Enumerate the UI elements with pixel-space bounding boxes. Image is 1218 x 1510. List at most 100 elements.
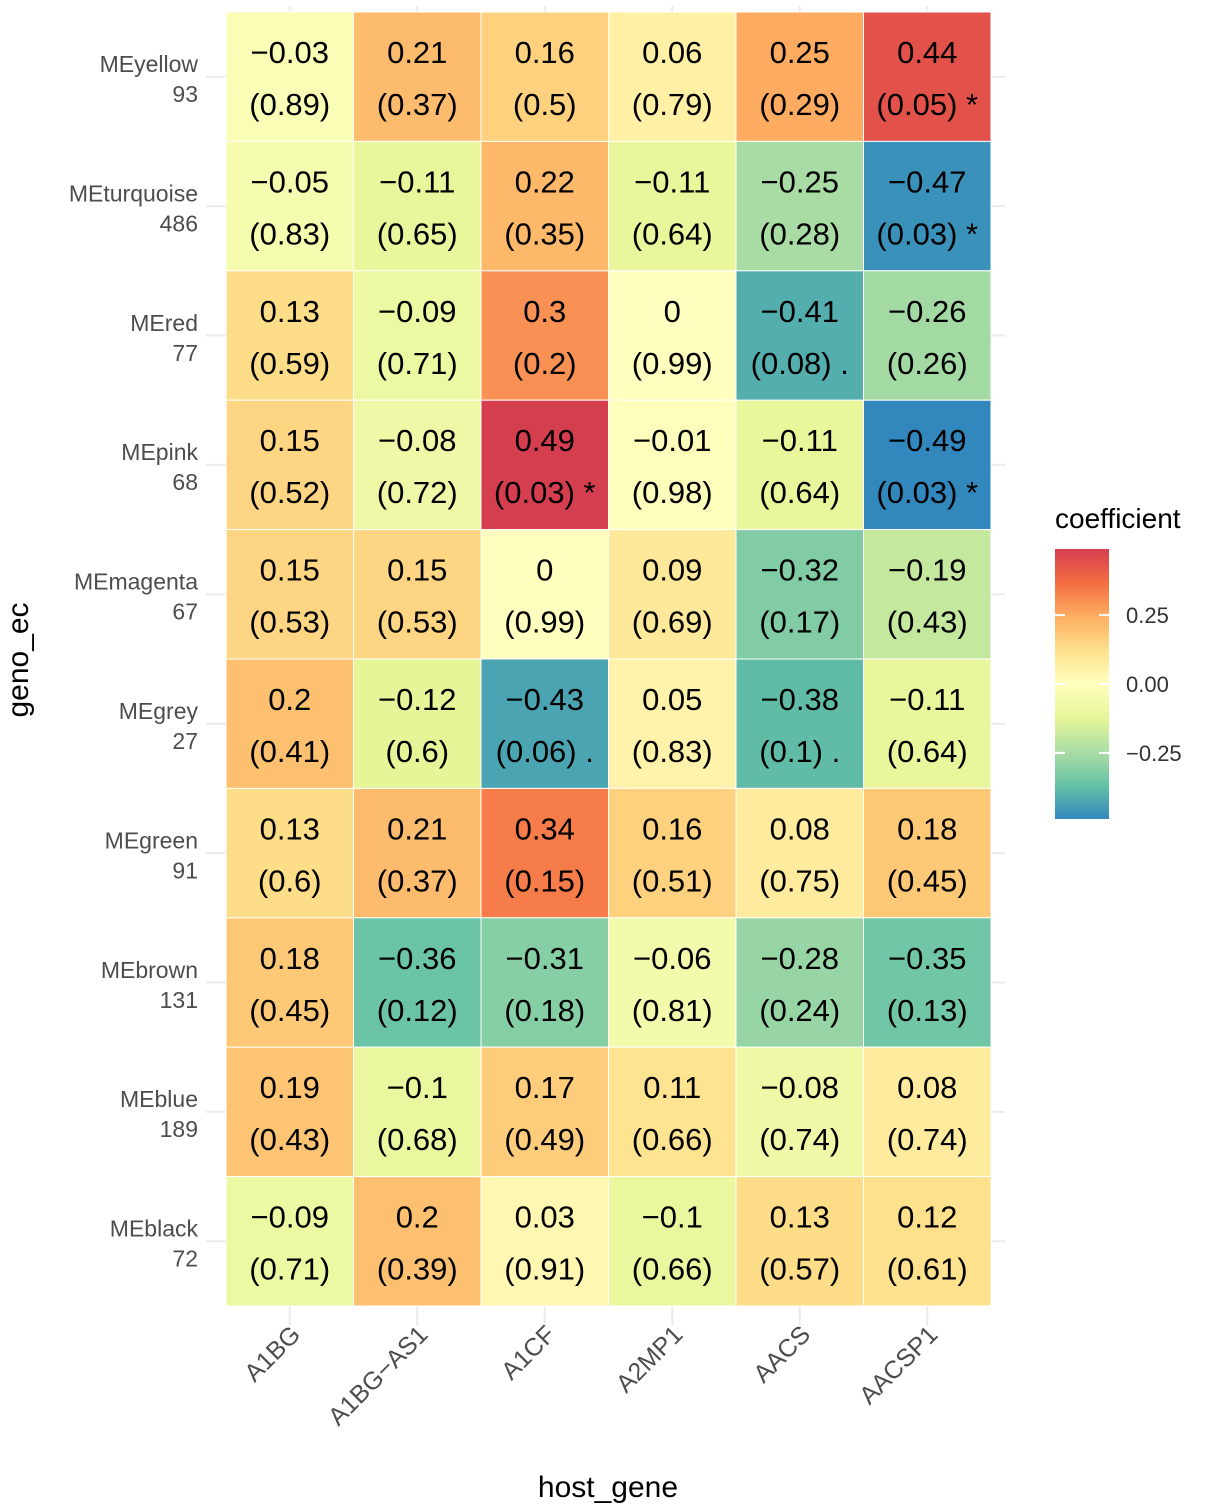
heatmap-cell: −0.28 (0.24) xyxy=(735,917,864,1048)
heatmap-cell-fill xyxy=(225,917,354,1048)
cell-pvalue-label: (0.74) xyxy=(887,1122,968,1157)
heatmap-cell: 0.08 (0.74) xyxy=(863,1046,992,1178)
heatmap-cell: −0.43 (0.06) . xyxy=(480,658,609,789)
cell-pvalue-label: (0.64) xyxy=(632,216,713,251)
heatmap-cell-fill xyxy=(608,787,737,919)
heatmap-cell-fill xyxy=(863,399,992,531)
x-tick-label: AACS xyxy=(748,1320,816,1388)
cell-coefficient-label: 0.17 xyxy=(515,1070,575,1105)
y-tick-label-name: MEyellow xyxy=(100,51,199,77)
y-tick-label-count: 27 xyxy=(172,728,198,754)
cell-pvalue-label: (0.83) xyxy=(249,216,330,251)
heatmap-cell: 0.18 (0.45) xyxy=(225,917,354,1048)
heatmap-cell-fill xyxy=(353,1046,482,1178)
heatmap-cell: −0.19 (0.43) xyxy=(863,529,992,660)
heatmap-cell-fill xyxy=(353,399,482,531)
heatmap-cell-fill xyxy=(480,399,609,531)
cell-pvalue-label: (0.71) xyxy=(377,346,458,381)
heatmap-cell: 0.2 (0.39) xyxy=(353,1176,482,1307)
heatmap-cell-fill xyxy=(735,787,864,919)
color-legend: coefficient 0.25 0.00 −0.25 xyxy=(1055,503,1182,819)
heatmap-cell: −0.01 (0.98) xyxy=(608,399,737,531)
heatmap-cell-fill xyxy=(225,11,354,142)
cell-coefficient-label: 0.13 xyxy=(260,811,320,846)
heatmap-cell-fill xyxy=(225,270,354,401)
cell-coefficient-label: −0.11 xyxy=(634,164,710,199)
y-tick-label-count: 77 xyxy=(172,340,198,366)
y-tick-label-count: 486 xyxy=(160,210,198,236)
cell-coefficient-label: −0.1 xyxy=(642,1200,703,1235)
heatmap-cell-fill xyxy=(608,11,737,142)
heatmap-cell-fill xyxy=(863,270,992,401)
heatmap-cell: 0.13 (0.59) xyxy=(225,270,354,401)
cell-coefficient-label: −0.11 xyxy=(379,164,455,199)
heatmap-cell: −0.09 (0.71) xyxy=(353,270,482,401)
cell-coefficient-label: −0.25 xyxy=(761,164,839,199)
heatmap-cell-fill xyxy=(608,529,737,660)
heatmap-cell: 0.15 (0.53) xyxy=(353,529,482,660)
heatmap-cell-fill xyxy=(480,917,609,1048)
heatmap-cell: 0.13 (0.57) xyxy=(735,1176,864,1307)
cell-coefficient-label: 0.15 xyxy=(387,553,447,588)
heatmap-cell-fill xyxy=(608,1046,737,1178)
y-axis-title: geno_ec xyxy=(2,602,35,717)
heatmap-cell: −0.12 (0.6) xyxy=(353,658,482,789)
y-tick-label-name: MEblack xyxy=(110,1216,199,1242)
cell-pvalue-label: (0.51) xyxy=(632,863,713,898)
cell-pvalue-label: (0.15) xyxy=(504,863,585,898)
cell-coefficient-label: 0.09 xyxy=(642,553,702,588)
heatmap-cell: −0.11 (0.64) xyxy=(863,658,992,789)
cell-coefficient-label: 0.3 xyxy=(523,294,566,329)
heatmap-cell-fill xyxy=(735,658,864,789)
heatmap-cell: 0.21 (0.37) xyxy=(353,11,482,142)
heatmap-cell-fill xyxy=(480,140,609,272)
legend-tick-label: 0.25 xyxy=(1126,603,1169,628)
y-tick-label-name: MEblue xyxy=(120,1086,198,1112)
heatmap-cell: −0.38 (0.1) . xyxy=(735,658,864,789)
cell-pvalue-label: (0.28) xyxy=(759,216,840,251)
cell-pvalue-label: (0.64) xyxy=(759,475,840,510)
y-tick-label-count: 91 xyxy=(172,857,198,883)
cell-coefficient-label: −0.1 xyxy=(387,1070,448,1105)
heatmap-cell: 0 (0.99) xyxy=(480,529,609,660)
cell-pvalue-label: (0.6) xyxy=(385,734,449,769)
heatmap-cell: −0.41 (0.08) . xyxy=(735,270,864,401)
cell-pvalue-label: (0.71) xyxy=(249,1252,330,1287)
heatmap-cell-fill xyxy=(480,1046,609,1178)
heatmap-cell-fill xyxy=(480,529,609,660)
cell-coefficient-label: 0.11 xyxy=(643,1070,701,1105)
cell-pvalue-label: (0.5) xyxy=(513,87,577,122)
cell-pvalue-label: (0.59) xyxy=(249,346,330,381)
cell-pvalue-label: (0.37) xyxy=(377,863,458,898)
heatmap-cell: 0.34 (0.15) xyxy=(480,787,609,919)
cell-coefficient-label: 0.05 xyxy=(642,682,702,717)
cell-pvalue-label: (0.81) xyxy=(632,993,713,1028)
heatmap-cell: 0.17 (0.49) xyxy=(480,1046,609,1178)
cell-pvalue-label: (0.2) xyxy=(513,346,577,381)
cell-coefficient-label: 0.06 xyxy=(642,35,702,70)
cell-coefficient-label: −0.08 xyxy=(761,1070,839,1105)
cell-coefficient-label: −0.28 xyxy=(761,941,839,976)
cell-pvalue-label: (0.61) xyxy=(887,1252,968,1287)
heatmap-cell: 0.44 (0.05) * xyxy=(863,11,992,142)
cell-pvalue-label: (0.57) xyxy=(759,1252,840,1287)
cell-coefficient-label: −0.43 xyxy=(506,682,584,717)
y-tick-label-name: MEgreen xyxy=(105,827,198,853)
heatmap-cell-fill xyxy=(353,1176,482,1307)
heatmap-cell-fill xyxy=(735,140,864,272)
heatmap-cell: 0.12 (0.61) xyxy=(863,1176,992,1307)
y-tick-label-count: 68 xyxy=(172,469,198,495)
y-tick-label-name: MEpink xyxy=(121,439,198,465)
heatmap-cell: 0.08 (0.75) xyxy=(735,787,864,919)
cell-coefficient-label: 0.16 xyxy=(642,811,702,846)
heatmap-cell: 0.16 (0.5) xyxy=(480,11,609,142)
heatmap-cell: −0.47 (0.03) * xyxy=(863,140,992,272)
x-tick-label: A1BG xyxy=(239,1320,306,1387)
heatmap-cell: 0.25 (0.29) xyxy=(735,11,864,142)
cell-pvalue-label: (0.03) * xyxy=(494,475,596,510)
heatmap-cell-fill xyxy=(735,917,864,1048)
heatmap-cell: −0.25 (0.28) xyxy=(735,140,864,272)
heatmap-cell-fill xyxy=(863,140,992,272)
heatmap-cell: 0.15 (0.52) xyxy=(225,399,354,531)
heatmap-cell: 0.21 (0.37) xyxy=(353,787,482,919)
